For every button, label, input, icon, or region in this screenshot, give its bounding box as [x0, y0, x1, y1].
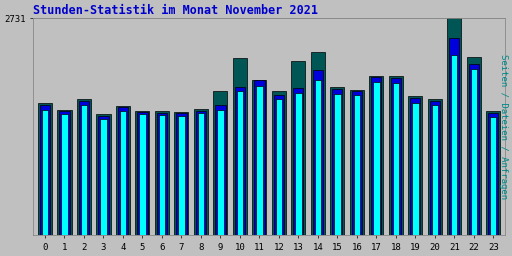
Bar	[471, 69, 477, 235]
Bar	[291, 61, 306, 235]
Bar	[217, 110, 224, 235]
Bar	[81, 105, 87, 235]
Bar	[313, 70, 323, 235]
Bar	[136, 111, 150, 235]
Bar	[175, 112, 188, 235]
Bar	[216, 105, 225, 235]
Bar	[198, 113, 204, 235]
Bar	[352, 91, 362, 235]
Bar	[391, 78, 401, 235]
Bar	[178, 116, 185, 235]
Bar	[57, 110, 72, 235]
Bar	[177, 113, 186, 235]
Bar	[410, 98, 420, 235]
Bar	[157, 112, 167, 235]
Bar	[61, 114, 68, 235]
Bar	[42, 110, 48, 235]
Bar	[369, 76, 383, 235]
Y-axis label: Seiten / Dateien / Anfragen: Seiten / Dateien / Anfragen	[499, 54, 508, 199]
Bar	[334, 94, 340, 235]
Bar	[120, 111, 126, 235]
Bar	[98, 116, 109, 235]
Bar	[293, 88, 304, 235]
Bar	[428, 99, 442, 235]
Bar	[373, 82, 379, 235]
Bar	[451, 55, 458, 235]
Bar	[155, 111, 169, 235]
Bar	[118, 107, 128, 235]
Bar	[450, 38, 459, 235]
Bar	[116, 106, 130, 235]
Bar	[96, 114, 111, 235]
Bar	[257, 86, 263, 235]
Bar	[38, 103, 52, 235]
Bar	[389, 76, 403, 235]
Bar	[469, 64, 479, 235]
Bar	[412, 103, 418, 235]
Bar	[276, 99, 282, 235]
Bar	[237, 91, 243, 235]
Bar	[196, 111, 206, 235]
Bar	[40, 105, 50, 235]
Bar	[100, 119, 106, 235]
Bar	[447, 18, 461, 235]
Text: Stunden-Statistik im Monat November 2021: Stunden-Statistik im Monat November 2021	[33, 4, 318, 17]
Bar	[274, 95, 284, 235]
Bar	[332, 89, 343, 235]
Bar	[272, 91, 286, 235]
Bar	[295, 93, 302, 235]
Bar	[490, 117, 497, 235]
Bar	[311, 52, 325, 235]
Bar	[139, 114, 145, 235]
Bar	[214, 91, 227, 235]
Bar	[194, 109, 208, 235]
Bar	[488, 113, 498, 235]
Bar	[315, 80, 321, 235]
Bar	[330, 88, 345, 235]
Bar	[137, 112, 147, 235]
Bar	[432, 105, 438, 235]
Bar	[430, 101, 440, 235]
Bar	[235, 87, 245, 235]
Bar	[467, 57, 481, 235]
Bar	[486, 111, 500, 235]
Bar	[59, 111, 70, 235]
Bar	[252, 80, 266, 235]
Bar	[77, 99, 91, 235]
Bar	[159, 115, 165, 235]
Bar	[350, 90, 364, 235]
Bar	[354, 95, 360, 235]
Bar	[371, 77, 381, 235]
Bar	[393, 83, 399, 235]
Bar	[409, 96, 422, 235]
Bar	[79, 101, 89, 235]
Bar	[254, 80, 265, 235]
Bar	[233, 58, 247, 235]
